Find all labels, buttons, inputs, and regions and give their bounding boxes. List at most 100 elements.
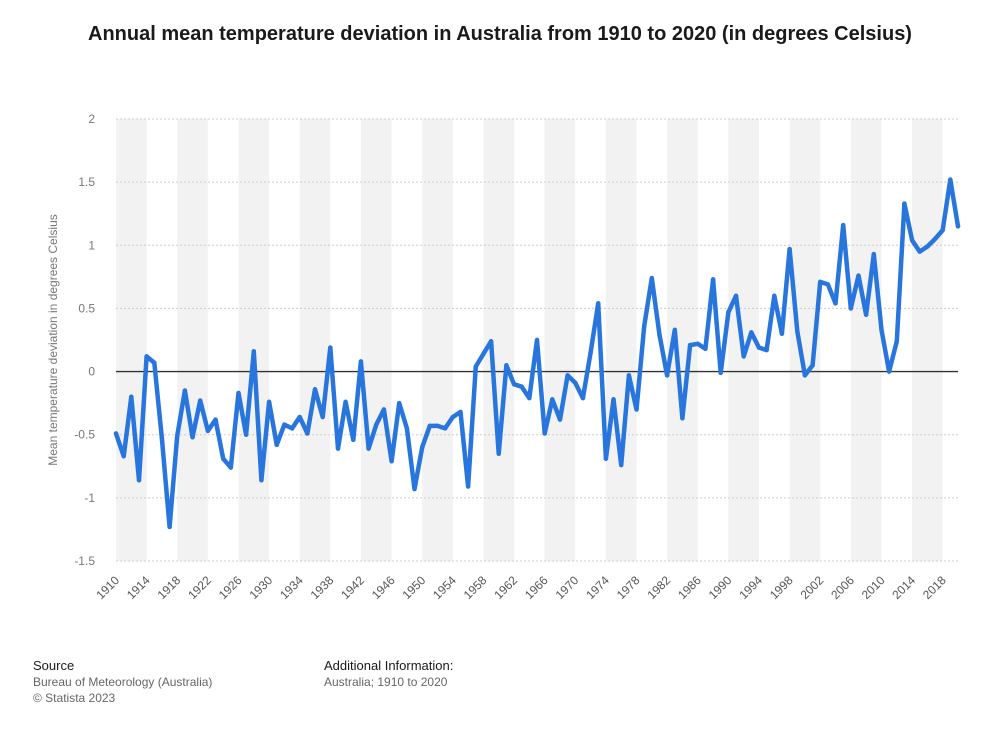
data-point	[848, 306, 854, 311]
data-point	[726, 310, 731, 315]
x-tick-label: 2010	[859, 573, 888, 602]
data-point	[687, 342, 693, 348]
data-point	[397, 400, 402, 406]
data-point	[557, 417, 563, 422]
data-point	[113, 431, 119, 436]
data-point	[641, 323, 647, 329]
data-point	[779, 331, 785, 336]
data-point	[144, 354, 149, 359]
x-tick-label: 2006	[828, 573, 857, 602]
data-point	[121, 453, 126, 459]
chart-title: Annual mean temperature deviation in Aus…	[88, 23, 912, 45]
data-point	[802, 373, 808, 378]
y-tick-label: -1	[84, 491, 95, 505]
data-point	[710, 277, 716, 282]
data-point	[374, 422, 379, 427]
x-tick-label: 1982	[644, 573, 673, 602]
y-tick-label: 0.5	[78, 301, 95, 315]
data-point	[129, 394, 134, 400]
y-tick-label: 1.5	[78, 175, 95, 189]
data-point	[412, 486, 417, 492]
data-point	[657, 332, 662, 338]
data-point	[251, 349, 256, 354]
y-axis-title: Mean temperature deviation in degrees Ce…	[46, 214, 60, 465]
column-band	[116, 119, 147, 561]
data-point	[534, 337, 540, 343]
data-point	[596, 301, 601, 306]
data-point	[450, 414, 455, 420]
data-point	[335, 446, 341, 451]
x-tick-label: 1918	[155, 573, 184, 602]
data-point	[159, 436, 165, 441]
column-band	[360, 119, 392, 561]
column-band	[850, 119, 882, 561]
x-tick-label: 1974	[583, 573, 612, 602]
x-tick-label: 1978	[614, 573, 643, 602]
data-point	[772, 293, 777, 298]
data-point	[879, 327, 884, 333]
data-point	[289, 426, 295, 431]
x-tick-label: 1970	[553, 573, 582, 602]
data-point	[198, 398, 203, 403]
column-band	[238, 119, 270, 561]
data-point	[243, 432, 249, 437]
source-block: Source Bureau of Meteorology (Australia)…	[33, 658, 212, 706]
data-point	[902, 201, 907, 206]
y-tick-label: 0	[88, 365, 95, 379]
x-tick-label: 2014	[889, 573, 918, 602]
column-band	[299, 119, 331, 561]
copyright-text: © Statista 2023	[33, 691, 116, 705]
data-point	[626, 373, 632, 378]
data-point	[932, 236, 938, 242]
data-point	[672, 327, 677, 333]
x-tick-label: 1958	[461, 573, 490, 602]
data-point	[825, 282, 831, 287]
data-point	[573, 380, 578, 386]
y-axis-ticks: 2 1.5 1 0.5 0 -0.5 -1 -1.5	[74, 112, 95, 568]
data-point	[282, 422, 287, 427]
y-tick-label: -0.5	[74, 428, 95, 442]
data-point	[312, 387, 318, 392]
data-point	[795, 328, 800, 334]
data-point	[871, 251, 876, 257]
column-band	[177, 119, 208, 561]
data-point	[182, 388, 188, 393]
y-tick-label: -1.5	[74, 554, 95, 568]
column-band	[544, 119, 576, 561]
data-point	[818, 279, 823, 285]
data-point	[419, 445, 425, 450]
data-point	[917, 249, 922, 254]
data-point	[136, 477, 142, 483]
x-tick-label: 1922	[185, 573, 214, 602]
data-point	[496, 451, 501, 456]
x-tick-label: 1910	[93, 573, 122, 602]
data-point	[764, 347, 769, 353]
x-tick-label: 1998	[767, 573, 796, 602]
data-point	[435, 423, 440, 429]
y-tick-label: 2	[88, 112, 95, 126]
data-point	[427, 423, 433, 429]
data-point	[886, 369, 892, 374]
data-point	[511, 382, 517, 387]
x-tick-label: 1930	[246, 573, 275, 602]
x-tick-label: 1938	[308, 573, 337, 602]
data-point	[167, 524, 172, 530]
data-point	[358, 359, 364, 364]
data-point	[228, 465, 234, 470]
data-point	[473, 364, 478, 369]
data-point	[619, 462, 624, 468]
data-point	[404, 426, 410, 431]
data-point	[458, 409, 463, 415]
x-tick-label: 1942	[338, 573, 367, 602]
data-point	[718, 370, 723, 376]
data-point	[588, 350, 593, 355]
column-bands	[116, 119, 943, 561]
data-point	[649, 275, 655, 281]
data-point	[274, 442, 279, 448]
data-point	[634, 407, 639, 412]
data-point	[488, 339, 494, 344]
x-tick-label: 1962	[491, 573, 520, 602]
data-point	[741, 354, 746, 359]
data-point	[664, 373, 670, 378]
x-tick-label: 1986	[675, 573, 704, 602]
